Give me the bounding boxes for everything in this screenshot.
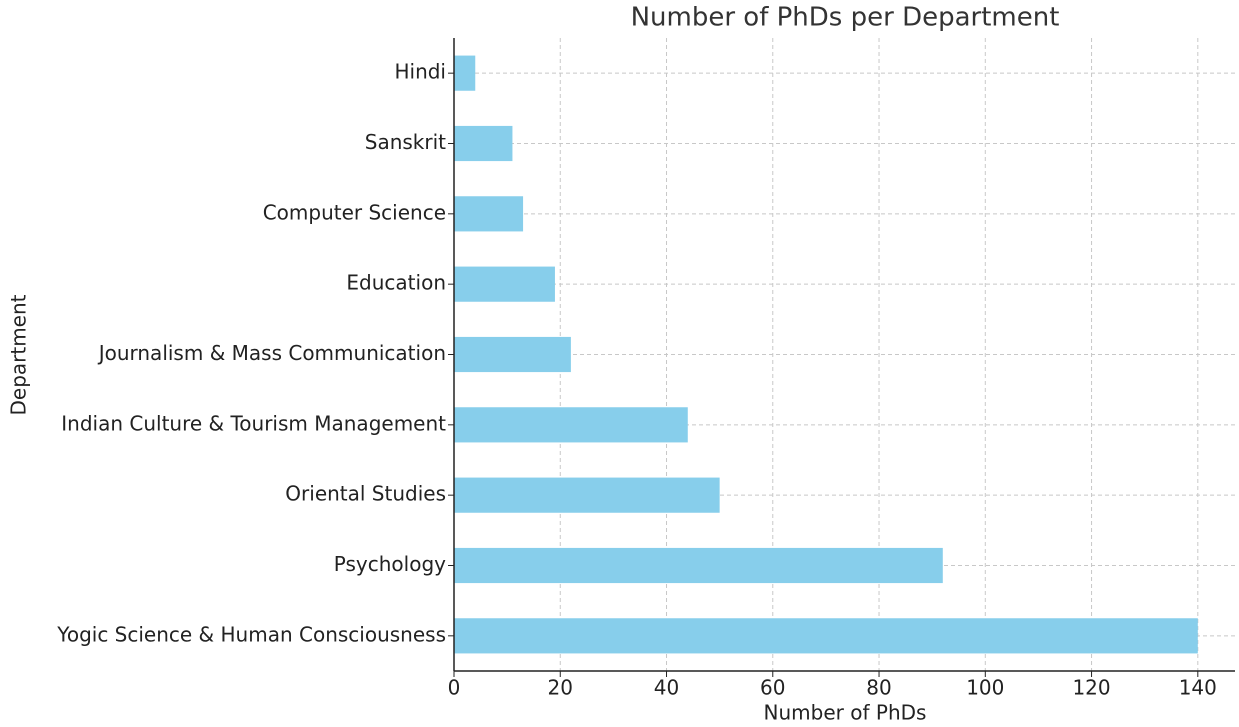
bar xyxy=(454,547,943,584)
x-tick-label: 60 xyxy=(760,676,785,700)
x-tick-label: 0 xyxy=(448,676,461,700)
x-tick-label: 40 xyxy=(654,676,679,700)
bar xyxy=(454,477,720,513)
x-tick-label: 100 xyxy=(966,676,1004,700)
chart-title: Number of PhDs per Department xyxy=(631,3,1060,33)
y-tick-label: Journalism & Mass Communication xyxy=(97,341,446,365)
bar xyxy=(454,336,571,373)
x-tick-label: 120 xyxy=(1072,676,1110,700)
y-tick-label: Hindi xyxy=(394,60,446,84)
bar xyxy=(454,407,688,443)
y-tick-label: Psychology xyxy=(334,552,446,576)
bar xyxy=(454,196,524,232)
y-tick-label: Indian Culture & Tourism Management xyxy=(61,411,446,435)
bar xyxy=(454,266,555,302)
x-axis-label: Number of PhDs xyxy=(764,701,927,725)
bar xyxy=(454,125,513,162)
y-tick-label: Oriental Studies xyxy=(285,482,446,506)
y-axis-label: Department xyxy=(7,294,31,415)
x-tick-label: 20 xyxy=(548,676,573,700)
bar xyxy=(454,55,476,91)
x-tick-label: 80 xyxy=(866,676,891,700)
y-tick-label: Computer Science xyxy=(263,200,446,224)
bar xyxy=(454,618,1198,654)
y-tick-label: Sanskrit xyxy=(365,130,446,154)
y-tick-label: Education xyxy=(346,271,446,295)
x-tick-label: 140 xyxy=(1179,676,1217,700)
y-tick-label: Yogic Science & Human Consciousness xyxy=(56,622,446,646)
